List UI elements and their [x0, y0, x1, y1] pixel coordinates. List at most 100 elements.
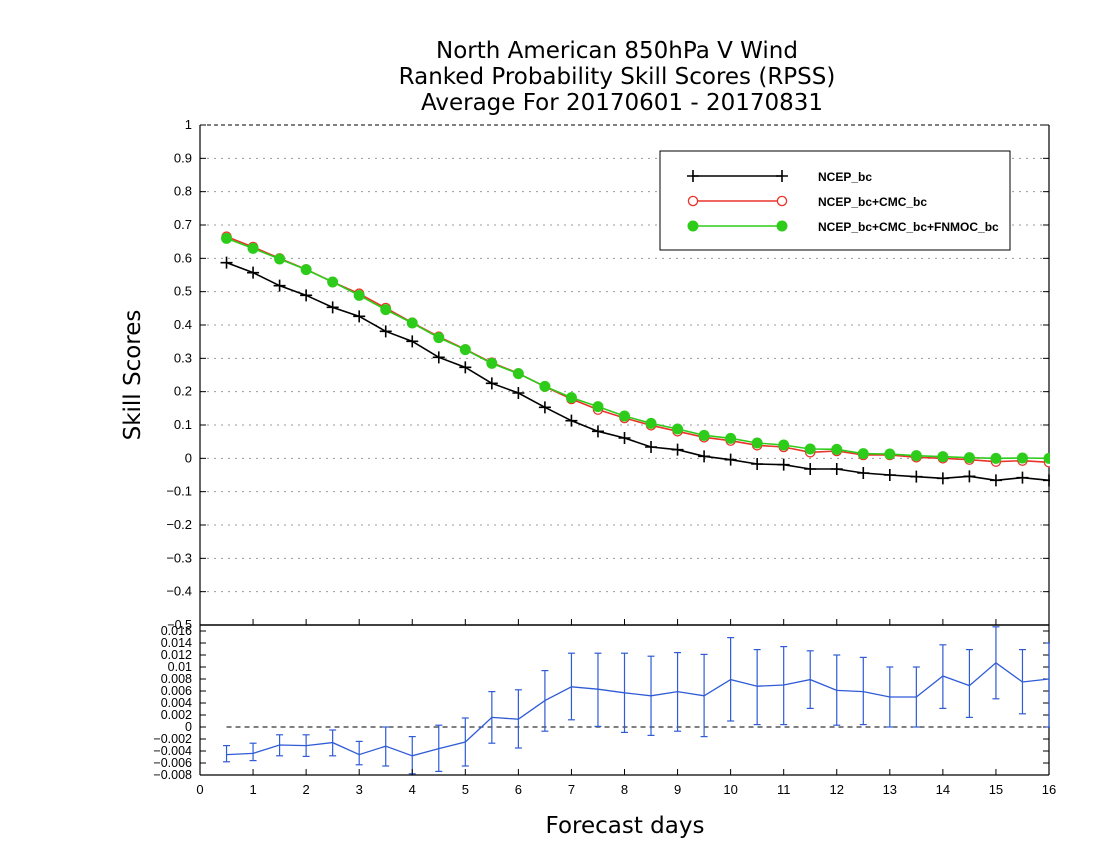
data-point: [990, 452, 1002, 464]
bottom-panel: −0.50.0160.0140.0120.010.0080.0060.0040.…: [153, 618, 1050, 782]
y-tick-label: 0.014: [161, 636, 192, 650]
series-line: [226, 261, 1050, 482]
data-point: [300, 289, 313, 302]
data-point: [512, 387, 525, 399]
y-tick-label: 0.012: [161, 648, 192, 662]
y-tick-label: −0.2: [166, 517, 192, 532]
x-tick-label: 12: [830, 782, 844, 797]
x-tick-label: 3: [356, 782, 363, 797]
data-point: [857, 467, 870, 479]
data-point: [379, 325, 392, 338]
y-tick-label: 0.6: [174, 250, 192, 265]
error-bar: [1045, 642, 1050, 728]
data-point: [459, 361, 472, 374]
data-point: [274, 253, 286, 265]
data-point: [778, 439, 790, 451]
y-tick-label: 0.1: [174, 417, 192, 432]
data-point: [830, 463, 843, 475]
data-point: [751, 458, 764, 470]
legend-label: NCEP_bc: [818, 170, 872, 184]
x-tick-label: 14: [936, 782, 950, 797]
y-tick-label: 0.002: [161, 708, 192, 722]
y-tick-label: 0.2: [174, 384, 192, 399]
series-ncep-bc: [220, 256, 1050, 487]
legend-item: NCEP_bc+CMC_bc: [687, 195, 927, 209]
data-point: [538, 401, 551, 414]
title-line-1: North American 850hPa V Wind: [436, 38, 798, 64]
title-line-2: Ranked Probability Skill Scores (RPSS): [399, 64, 836, 90]
data-point: [645, 417, 657, 429]
legend-item: NCEP_bc: [687, 170, 872, 184]
data-point: [565, 392, 577, 404]
data-point: [751, 437, 763, 449]
data-point: [565, 414, 578, 427]
y-tick-label: 0.3: [174, 350, 192, 365]
y-tick-label: −0.4: [166, 584, 192, 599]
title-line-3: Average For 20170601 - 20170831: [421, 90, 823, 116]
data-point: [776, 170, 788, 182]
data-point: [724, 453, 737, 466]
data-point: [831, 443, 843, 455]
data-point: [247, 266, 260, 279]
y-axis-title: Skill Scores: [120, 310, 146, 441]
legend-box: [659, 150, 1011, 251]
data-point: [1016, 471, 1029, 484]
data-point: [592, 401, 604, 413]
x-axis-title: Forecast days: [546, 813, 705, 839]
data-point: [485, 377, 498, 390]
x-tick-label: 16: [1042, 782, 1056, 797]
legend-label: NCEP_bc+CMC_bc: [818, 195, 927, 209]
y-tick-label: 0.016: [161, 624, 192, 638]
data-point: [433, 332, 445, 344]
data-point: [220, 256, 233, 269]
error-bar: [355, 740, 363, 766]
data-point: [776, 195, 788, 207]
data-point: [687, 170, 699, 182]
data-point: [671, 443, 684, 456]
series-difference: [223, 626, 1050, 775]
y-tick-label: 0.8: [174, 184, 192, 199]
data-point: [486, 357, 498, 369]
data-point: [326, 301, 339, 314]
y-tick-label: 0.01: [168, 660, 192, 674]
data-point: [645, 441, 658, 453]
data-point: [273, 279, 286, 292]
y-tick-label: 0.4: [174, 317, 192, 332]
data-point: [857, 448, 869, 460]
error-bar: [249, 742, 257, 762]
x-tick-label: 10: [723, 782, 737, 797]
x-tick-label: 15: [989, 782, 1003, 797]
data-point: [432, 351, 445, 364]
y-tick-label: −0.004: [153, 744, 192, 758]
series-line: [226, 237, 1050, 460]
x-tick-label: 2: [303, 782, 310, 797]
data-point: [936, 472, 949, 485]
legend-item: NCEP_bc+CMC_bc+FNMOC_bc: [687, 220, 999, 234]
x-axis: 0 1 2 3 4 5 6 7 8 9 10 11 12 13 14 15 16: [196, 619, 1056, 797]
x-tick-label: 0: [196, 782, 203, 797]
x-tick-label: 1: [249, 782, 256, 797]
data-point: [804, 443, 816, 455]
data-point: [247, 242, 259, 254]
data-point: [698, 429, 710, 441]
x-tick-label: 6: [515, 782, 522, 797]
y-tick-label: 0.008: [161, 672, 192, 686]
chart-title: North American 850hPa V Wind Ranked Prob…: [399, 38, 836, 116]
data-point: [591, 425, 604, 438]
data-point: [776, 220, 788, 232]
data-point: [1043, 474, 1050, 487]
series-ncep-bc-cmc-bc-fnmoc-bc: [221, 232, 1050, 464]
y-tick-label: 0: [185, 720, 192, 734]
data-point: [327, 276, 339, 288]
y-tick-label: −0.3: [166, 550, 192, 565]
series-line: [226, 661, 1050, 757]
data-point: [221, 232, 233, 244]
legend-label: NCEP_bc+CMC_bc+FNMOC_bc: [818, 220, 999, 234]
data-point: [406, 335, 419, 348]
data-point: [300, 264, 312, 276]
data-point: [672, 423, 684, 435]
data-point: [459, 344, 471, 356]
data-point: [777, 458, 790, 471]
data-point: [512, 368, 524, 380]
